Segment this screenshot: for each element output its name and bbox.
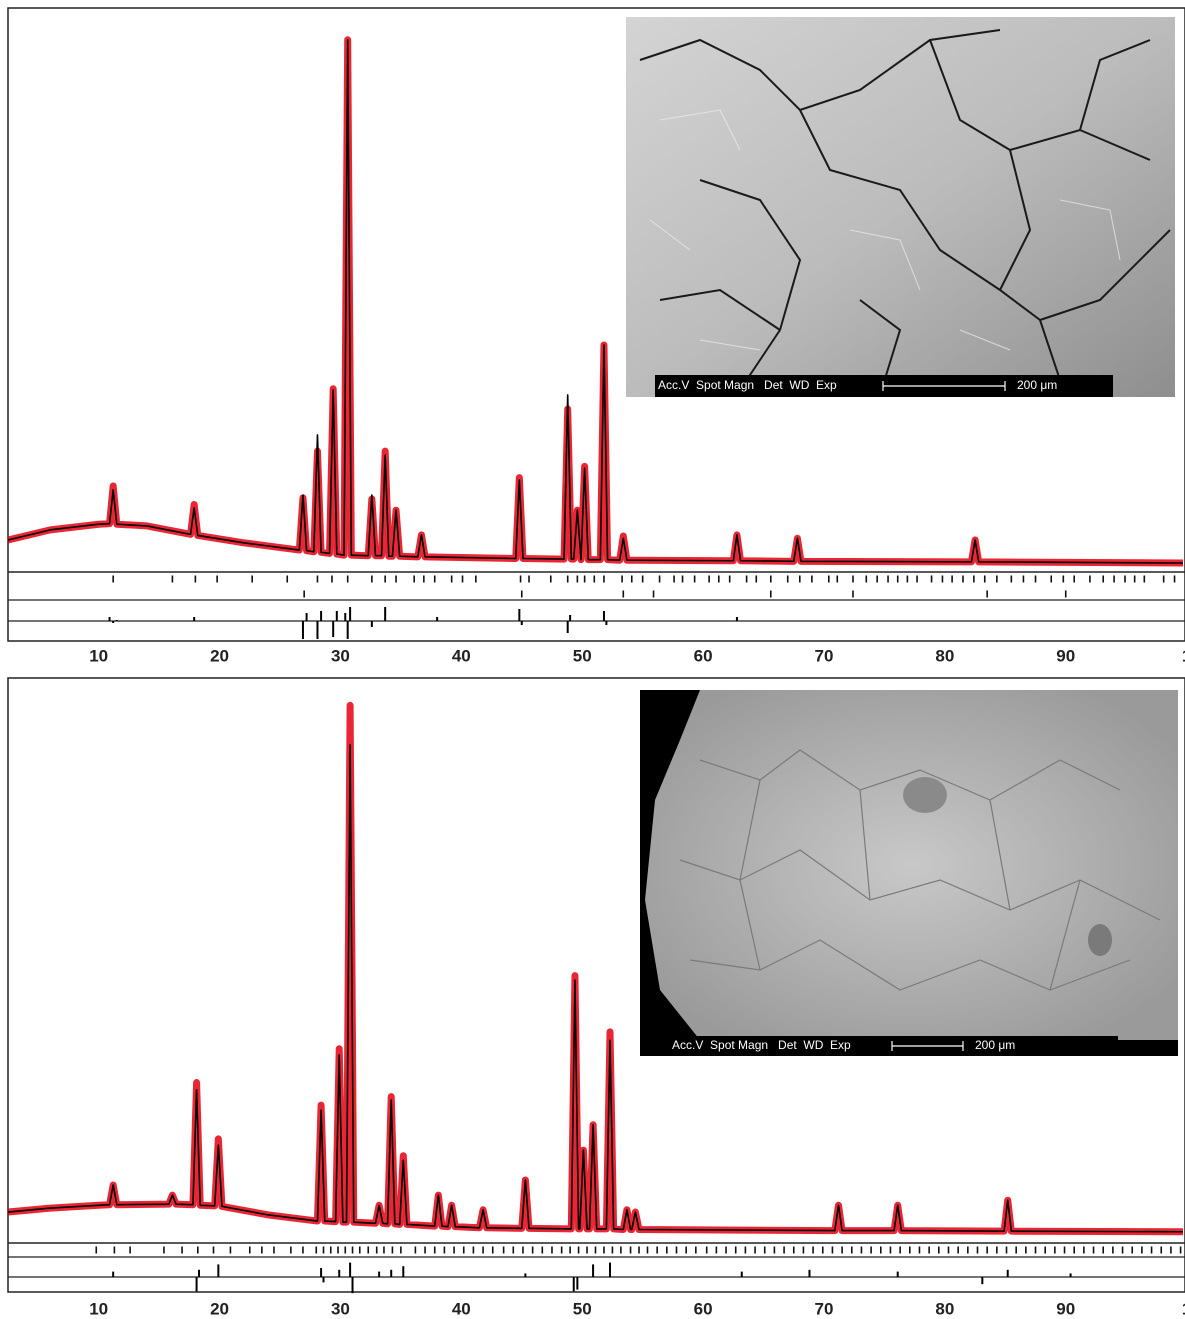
x-tick-label: 50 (573, 646, 592, 665)
sem-inset: Acc.V Spot Magn Det WD Exp 200 μm (626, 17, 1175, 397)
x-tick-label: 10 (89, 646, 108, 665)
x-tick-label: 40 (452, 1299, 471, 1318)
page: 10203040506070809011020304050607080901 A… (0, 0, 1185, 1319)
x-tick-label: 80 (935, 646, 954, 665)
x-tick-label: 60 (694, 646, 713, 665)
x-tick-label: 70 (815, 1299, 834, 1318)
x-tick-label: 40 (452, 646, 471, 665)
particle (903, 777, 947, 813)
x-tick-label: 80 (935, 1299, 954, 1318)
x-tick-label: 90 (1056, 646, 1075, 665)
sem-inset: Acc.V Spot Magn Det WD Exp 200 μm (640, 690, 1178, 1056)
x-tick-label: 30 (331, 646, 350, 665)
particle (1088, 924, 1112, 956)
x-tick-label: 70 (815, 646, 834, 665)
x-tick-label: 30 (331, 1299, 350, 1318)
inset-labels: Acc.V Spot Magn Det WD Exp (658, 378, 837, 392)
x-tick-label: 60 (694, 1299, 713, 1318)
x-tick-label: 20 (210, 1299, 229, 1318)
inset-scale: 200 μm (975, 1038, 1015, 1052)
x-tick-label: 90 (1056, 1299, 1075, 1318)
x-tick-label: 20 (210, 646, 229, 665)
inset-scale: 200 μm (1017, 378, 1057, 392)
figure: 10203040506070809011020304050607080901 A… (0, 0, 1185, 1319)
x-tick-label: 10 (89, 1299, 108, 1318)
sem-image (645, 690, 1178, 1040)
inset-labels: Acc.V Spot Magn Det WD Exp (672, 1038, 851, 1052)
x-tick-label: 50 (573, 1299, 592, 1318)
